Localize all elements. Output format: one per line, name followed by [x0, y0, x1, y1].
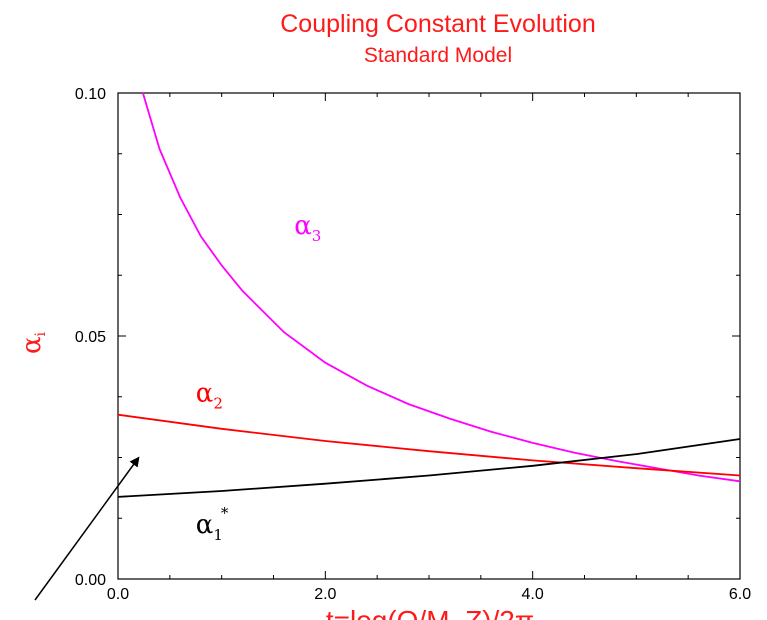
svg-text:αi: αi — [17, 331, 49, 354]
series-line-alpha1 — [117, 438, 741, 498]
x-tick-label: 4.0 — [522, 586, 544, 603]
axis-ticks: 0.0 2.0 4.0 6.0 0.00 0.05 0.10 — [75, 86, 751, 603]
x-tick-label: 2.0 — [314, 586, 336, 603]
y-tick-label: 0.05 — [75, 329, 106, 346]
chart-title: Coupling Constant Evolution — [280, 10, 595, 38]
y-axis-subscript: i — [33, 331, 49, 336]
series-label-alpha2: α2 — [196, 379, 223, 413]
series-label-alpha3: α3 — [294, 211, 321, 245]
y-axis-label: αi — [17, 331, 49, 354]
y-axis-symbol: α — [17, 336, 47, 354]
series-line-alpha2 — [117, 413, 741, 477]
y-tick-label: 0.10 — [75, 86, 106, 103]
x-tick-label: 0.0 — [107, 586, 129, 603]
y-tick-label: 0.00 — [75, 572, 106, 589]
annotation-arrow — [34, 456, 140, 601]
series-line-alpha3 — [142, 92, 741, 483]
x-axis-label: t=log(Q/M_Z)/2π — [326, 605, 534, 620]
series-layer: α3 α2 α1* — [117, 92, 741, 544]
x-tick-label: 6.0 — [729, 586, 751, 603]
plot-frame — [117, 92, 741, 580]
chart-subtitle: Standard Model — [364, 44, 512, 67]
series-label-alpha1: α1* — [196, 504, 229, 544]
